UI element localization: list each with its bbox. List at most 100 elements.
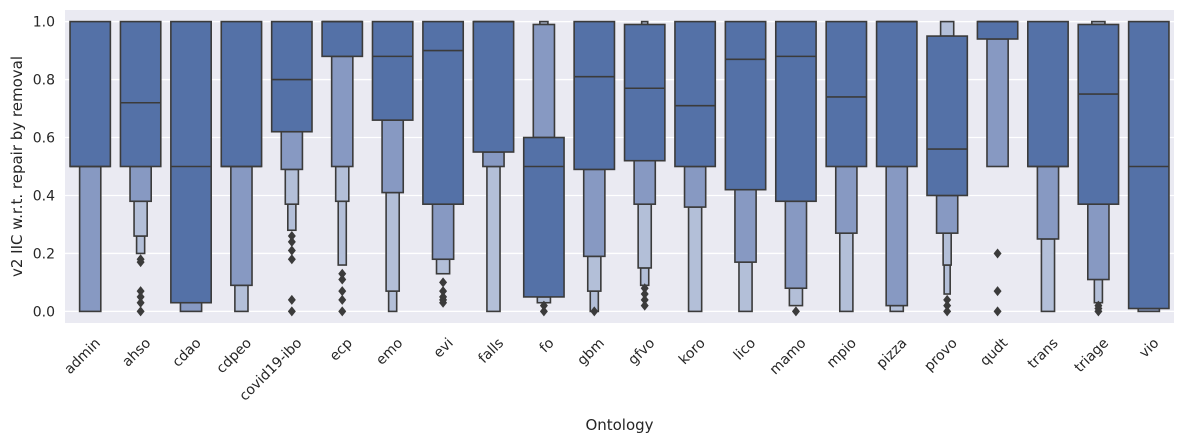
category-admin [69, 20, 112, 313]
x-tick-label: koro [676, 335, 709, 368]
category-trans [1027, 20, 1069, 313]
y-tick-label: 0.6 [33, 131, 55, 147]
category-cdao [170, 20, 212, 313]
boxen-box [170, 20, 212, 304]
outlier-point [640, 294, 649, 305]
category-gbm [573, 20, 616, 317]
x-tick-label: cdpeo [214, 335, 255, 376]
boxen-box [825, 20, 868, 168]
boxen-box [774, 20, 817, 203]
boxen-box [1087, 203, 1110, 281]
boxen-box [284, 168, 300, 205]
category-koro [674, 20, 717, 313]
boxen-box [532, 23, 556, 139]
category-gfvo [623, 20, 666, 311]
boxen-box [337, 200, 348, 266]
outlier-point [287, 254, 296, 265]
boxen-box [270, 20, 313, 133]
boxen-box [482, 151, 505, 168]
x-tick-label: admin [61, 335, 103, 377]
boxen-box [724, 20, 767, 191]
outlier-point [943, 306, 952, 317]
boxen-box [639, 267, 650, 287]
boxen-box [838, 232, 854, 313]
x-tick-label: gfvo [625, 335, 658, 368]
category-ahso [119, 20, 162, 317]
x-tick-label: cdao [169, 335, 204, 370]
boxen-box [330, 55, 354, 168]
outlier-point [287, 306, 296, 317]
x-tick-label: gbm [574, 335, 608, 369]
boxen-box [119, 20, 162, 168]
boxen-box [220, 20, 263, 168]
outlier-point [136, 306, 145, 317]
boxen-box [976, 20, 1019, 40]
boxen-box [788, 287, 804, 307]
boxen-box [78, 165, 102, 313]
boxen-box [435, 258, 451, 275]
category-emo [371, 20, 414, 313]
boxen-box [381, 119, 405, 194]
x-tick-label: triage [1072, 335, 1112, 375]
outlier-point [993, 286, 1002, 297]
outlier-point [791, 306, 800, 317]
category-ecp [321, 20, 364, 317]
x-tick-label: pizza [874, 335, 911, 372]
x-tick-label: ahso [119, 335, 154, 370]
y-tick-label: 0.0 [33, 304, 55, 320]
outlier-point [287, 231, 296, 242]
category-mpio [825, 20, 868, 313]
boxen-box [69, 20, 112, 168]
boxen-box [472, 20, 515, 153]
outlier-point [136, 254, 145, 265]
x-tick-label: qudt [977, 335, 1011, 369]
outlier-point [338, 286, 347, 297]
outlier-point [539, 306, 548, 317]
boxen-box [385, 191, 401, 292]
y-tick-label: 0.8 [33, 73, 55, 89]
boxen-box [129, 165, 152, 203]
category-qudt [976, 20, 1019, 317]
boxen-box [935, 194, 959, 234]
boxen-box [280, 130, 304, 171]
category-provo [926, 20, 969, 317]
y-tick-label: 0.2 [33, 246, 55, 262]
outlier-point [640, 283, 649, 294]
category-triage [1077, 20, 1120, 317]
category-lico [724, 20, 767, 313]
boxen-box [885, 165, 909, 307]
boxen-box [683, 165, 707, 208]
boxen-box [784, 200, 808, 290]
boxen-box [889, 304, 905, 313]
boxen-box [522, 136, 565, 298]
boxen-box [135, 235, 146, 255]
y-tick-label: 0.4 [33, 188, 55, 204]
category-pizza [875, 20, 918, 313]
y-tick-label: 1.0 [33, 15, 55, 31]
boxen-box [486, 165, 501, 313]
boxen-box [334, 165, 350, 203]
boxen-box [633, 159, 657, 205]
boxen-box [637, 203, 653, 269]
outlier-point [993, 306, 1002, 317]
boxen-box [234, 284, 249, 313]
x-tick-label: mamo [767, 335, 810, 378]
category-evi [422, 20, 465, 308]
category-mamo [774, 20, 817, 317]
boxen-box [230, 165, 253, 287]
boxen-box [942, 232, 952, 266]
outlier-point [338, 306, 347, 317]
outlier-point [640, 300, 649, 311]
outlier-point [338, 274, 347, 285]
outlier-point [439, 277, 448, 288]
x-tick-label: provo [921, 335, 960, 374]
category-fo [522, 20, 565, 317]
boxen-box [926, 35, 969, 197]
boxen-box [687, 206, 703, 313]
boxen-box [371, 20, 414, 121]
boxen-box [623, 23, 666, 162]
boxen-box [734, 188, 757, 263]
outlier-point [136, 286, 145, 297]
boxen-series [69, 20, 1170, 317]
